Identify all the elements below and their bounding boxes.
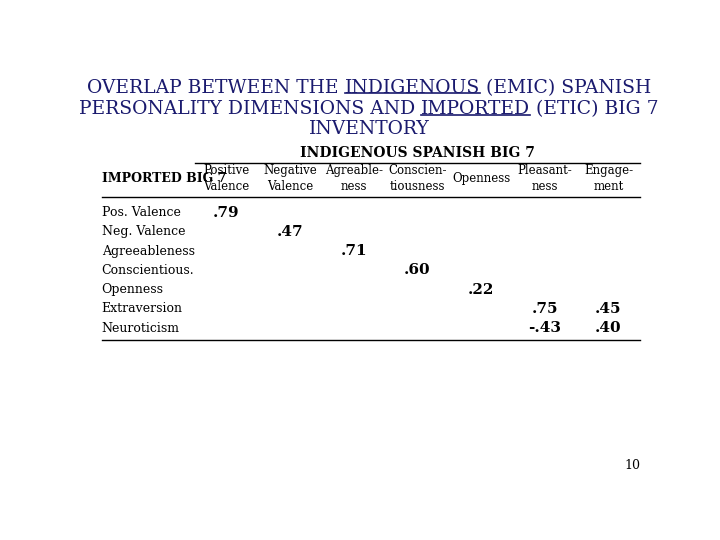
Text: .47: .47 xyxy=(276,225,303,239)
Text: Pleasant-
ness: Pleasant- ness xyxy=(518,164,572,193)
Text: Extraversion: Extraversion xyxy=(102,302,183,315)
Text: Neuroticism: Neuroticism xyxy=(102,322,179,335)
Text: INDIGENOUS: INDIGENOUS xyxy=(344,79,480,97)
Text: .40: .40 xyxy=(595,321,622,335)
Text: Agreeableness: Agreeableness xyxy=(102,245,194,258)
Text: .79: .79 xyxy=(213,206,240,220)
Text: -.43: -.43 xyxy=(528,321,562,335)
Text: PERSONALITY DIMENSIONS AND: PERSONALITY DIMENSIONS AND xyxy=(79,100,421,118)
Text: .75: .75 xyxy=(531,302,558,316)
Text: Engage-
ment: Engage- ment xyxy=(584,164,633,193)
Text: Negative
Valence: Negative Valence xyxy=(264,164,317,193)
Text: .60: .60 xyxy=(404,264,431,278)
Text: (ETIC) BIG 7: (ETIC) BIG 7 xyxy=(531,100,659,118)
Text: (EMIC) SPANISH: (EMIC) SPANISH xyxy=(480,79,651,97)
Text: .71: .71 xyxy=(341,244,367,258)
Text: IMPORTED: IMPORTED xyxy=(421,100,531,118)
Text: Agreable-
ness: Agreable- ness xyxy=(325,164,383,193)
Text: Neg. Valence: Neg. Valence xyxy=(102,225,185,238)
Text: .22: .22 xyxy=(468,282,495,296)
Text: Pos. Valence: Pos. Valence xyxy=(102,206,181,219)
Text: Openness: Openness xyxy=(452,172,510,185)
Text: Positive
Valence: Positive Valence xyxy=(203,164,250,193)
Text: Conscientious.: Conscientious. xyxy=(102,264,194,277)
Text: OVERLAP BETWEEN THE: OVERLAP BETWEEN THE xyxy=(87,79,344,97)
Text: .45: .45 xyxy=(595,302,621,316)
Text: INDIGENOUS SPANISH BIG 7: INDIGENOUS SPANISH BIG 7 xyxy=(300,146,535,160)
Text: Conscien-
tiousness: Conscien- tiousness xyxy=(388,164,446,193)
Text: Openness: Openness xyxy=(102,283,163,296)
Text: INVENTORY: INVENTORY xyxy=(309,120,429,138)
Text: IMPORTED BIG 7: IMPORTED BIG 7 xyxy=(102,172,226,185)
Text: 10: 10 xyxy=(624,458,641,472)
